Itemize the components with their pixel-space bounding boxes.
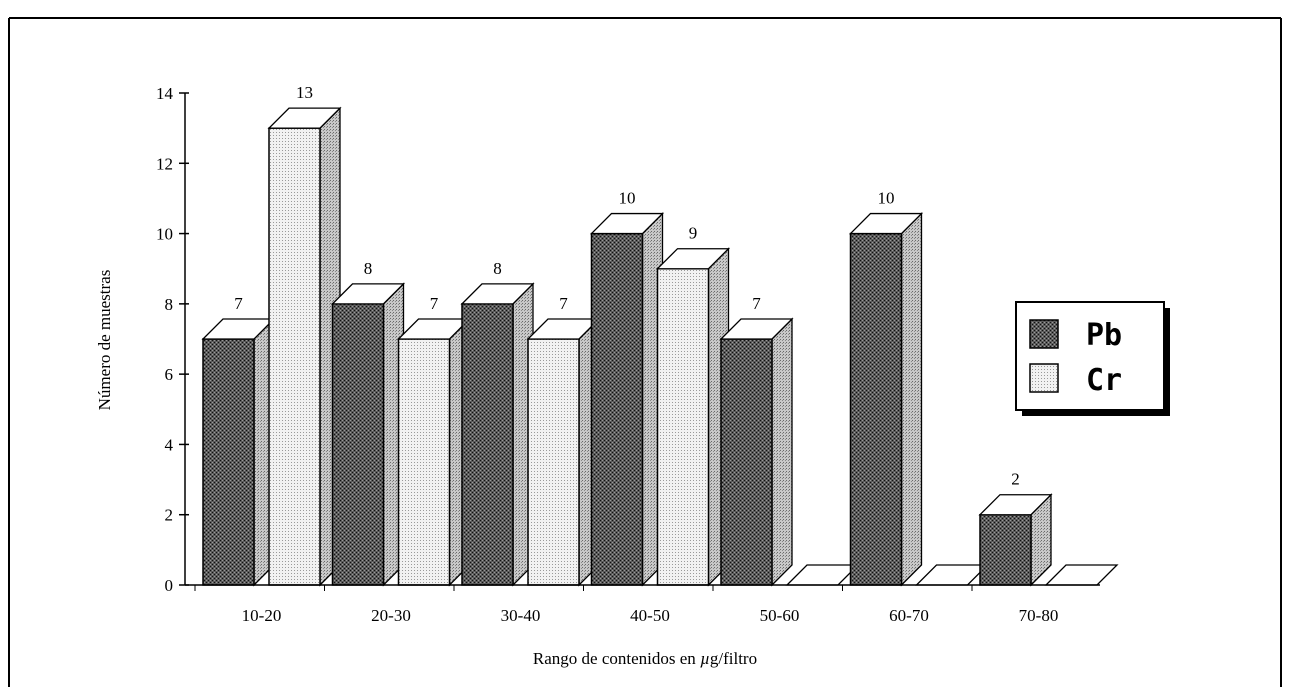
data-label-cr-30-40: 7 (559, 294, 568, 313)
bar-cr-20-30 (397, 338, 451, 586)
bar-pb-50-60-side (771, 317, 793, 587)
legend: Pb Cr (1015, 301, 1170, 416)
x-tick-label: 10-20 (242, 606, 282, 625)
bar-pb-60-70 (849, 232, 903, 586)
x-tick-label: 60-70 (889, 606, 929, 625)
y-tick-label: 10 (156, 225, 173, 244)
bar-cr-10-20-top (267, 107, 342, 129)
data-label-pb-10-20: 7 (234, 294, 243, 313)
y-tick-label: 0 (165, 576, 174, 595)
bar-cr-70-80-floor (1044, 564, 1119, 586)
bar-pb-10-20 (202, 338, 255, 586)
legend-swatch-cr (1029, 363, 1059, 393)
bars-layer (201, 106, 1119, 587)
x-axis-title-prefix: Rango de contenidos en (533, 649, 700, 668)
data-label-cr-40-50: 9 (689, 224, 698, 243)
data-label-cr-20-30: 7 (430, 294, 439, 313)
bar-cr-40-50-top (655, 248, 731, 270)
bar-cr-30-40 (527, 338, 580, 586)
legend-label-cr: Cr (1086, 363, 1122, 398)
data-label-pb-40-50: 10 (619, 189, 636, 208)
x-axis-title-suffix: g/filtro (710, 649, 757, 668)
data-label-pb-20-30: 8 (364, 259, 373, 278)
x-tick-label: 20-30 (371, 606, 411, 625)
y-axis-title: Número de muestras (95, 270, 114, 411)
data-label-pb-60-70: 10 (878, 189, 895, 208)
data-label-cr-10-20: 13 (296, 83, 313, 102)
bar-pb-40-50 (590, 232, 644, 586)
bar-cr-60-70-floor (914, 564, 990, 586)
x-tick-label: 30-40 (501, 606, 541, 625)
bar-pb-60-70-side (900, 212, 923, 587)
x-tick-label: 40-50 (630, 606, 670, 625)
data-label-pb-50-60: 7 (752, 294, 761, 313)
x-axis-title-mu: µ (700, 649, 710, 668)
legend-label-pb: Pb (1086, 318, 1122, 353)
bar-pb-70-80-top (978, 494, 1053, 516)
data-label-pb-30-40: 8 (493, 259, 502, 278)
x-axis-title: Rango de contenidos en µg/filtro (533, 649, 757, 668)
y-tick-label: 4 (165, 435, 174, 454)
bar-cr-10-20 (268, 127, 321, 586)
y-tick-label: 12 (156, 154, 173, 173)
bar-pb-30-40 (461, 303, 514, 586)
bar-pb-40-50-top (589, 212, 665, 235)
y-tick-label: 2 (165, 506, 174, 525)
x-tick-label: 70-80 (1019, 606, 1059, 625)
bar-pb-30-40-top (460, 283, 535, 305)
bar-pb-70-80 (979, 513, 1032, 586)
bar-pb-60-70-top (848, 212, 924, 235)
y-tick-label: 6 (165, 365, 174, 384)
legend-swatch-pb (1029, 319, 1059, 349)
bar-pb-20-30-top (330, 283, 406, 305)
bar-pb-50-60 (720, 338, 773, 586)
labels-layer: 7 13 8 7 8 7 10 9 7 10 2 (234, 83, 1020, 489)
bar-cr-40-50 (656, 267, 710, 586)
x-tick-label: 50-60 (760, 606, 800, 625)
bar-pb-50-60-top (719, 318, 794, 340)
y-tick-label: 14 (156, 84, 174, 103)
bar-pb-20-30 (331, 303, 385, 586)
data-label-pb-70-80: 2 (1011, 470, 1020, 489)
y-tick-label: 8 (165, 295, 174, 314)
axes-layer: 0 2 4 6 8 10 12 14 10-20 20-30 30-40 40-50 50-60 60-7… (156, 84, 1100, 625)
bar-cr-50-60-floor (785, 564, 860, 586)
